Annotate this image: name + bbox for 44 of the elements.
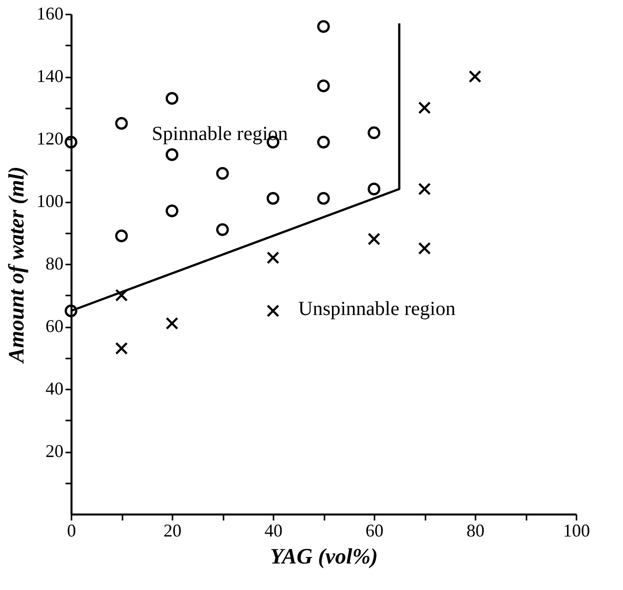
- point: [317, 136, 330, 148]
- point: [418, 242, 431, 255]
- y-tick-label: 100: [36, 191, 64, 211]
- point: [166, 92, 178, 105]
- point: [166, 317, 178, 330]
- x-tick-label: 60: [366, 520, 384, 540]
- y-tick-label: 140: [36, 66, 64, 86]
- point: [317, 192, 330, 205]
- y-axis-title: Amount of water (ml): [4, 166, 28, 365]
- point: [317, 20, 330, 33]
- x-axis-title: YAG (vol%): [270, 544, 378, 568]
- x-tick-label: 0: [67, 520, 76, 540]
- point: [317, 80, 330, 92]
- point: [64, 304, 78, 318]
- point: [216, 167, 229, 180]
- y-tick-label: 80: [46, 254, 64, 274]
- point: [266, 251, 280, 264]
- y-tick-label: 20: [46, 441, 64, 461]
- point: [166, 148, 178, 161]
- point: [468, 70, 482, 83]
- point: [115, 117, 128, 130]
- point: [266, 192, 280, 205]
- point: [368, 232, 380, 246]
- point: [418, 182, 431, 196]
- point: [368, 126, 380, 140]
- point: [418, 101, 431, 114]
- x-tick-label: 20: [164, 520, 182, 540]
- annotation: Spinnable region: [152, 123, 288, 145]
- y-tick-label: 40: [46, 378, 64, 398]
- x-tick-label: 100: [563, 520, 590, 540]
- point: [166, 204, 178, 218]
- y-tick-label: 60: [46, 316, 64, 336]
- point: [115, 342, 128, 355]
- point: [64, 136, 78, 148]
- point: [266, 304, 280, 318]
- x-tick-label: 40: [264, 520, 282, 540]
- y-tick-label: 160: [36, 4, 64, 24]
- annotation: Unspinnable region: [298, 298, 456, 320]
- point: [216, 223, 229, 236]
- point: [115, 288, 128, 302]
- point: [368, 182, 380, 196]
- point: [115, 230, 128, 242]
- x-tick-label: 80: [466, 520, 484, 540]
- y-tick-label: 120: [36, 128, 64, 148]
